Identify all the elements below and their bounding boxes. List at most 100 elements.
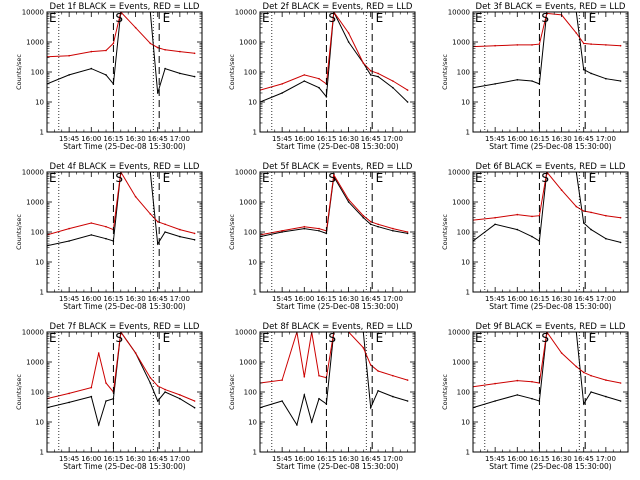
y-tick-label: 1 xyxy=(466,129,470,137)
events-data-point xyxy=(164,231,166,233)
lld-data-point xyxy=(560,352,563,354)
events-data-point xyxy=(347,201,350,203)
x-tick-label: 17:00 xyxy=(383,455,403,463)
lld-data-point xyxy=(179,228,181,231)
event-marker-label: S xyxy=(115,171,123,185)
y-tick-label: 10000 xyxy=(22,329,44,337)
x-tick-label: 16:45 xyxy=(574,455,594,463)
y-tick-label: 1000 xyxy=(26,199,44,207)
events-data-point xyxy=(156,92,159,94)
y-tick-label: 100 xyxy=(244,69,257,77)
x-tick-label: 16:00 xyxy=(294,455,314,463)
lld-data-point xyxy=(605,44,607,46)
lld-data-point xyxy=(531,44,533,46)
lld-data-point xyxy=(575,32,578,34)
events-data-point xyxy=(318,397,320,400)
x-tick-label: 15:45 xyxy=(59,135,79,143)
events-data-point xyxy=(97,424,100,426)
events-data-point xyxy=(90,234,93,236)
x-axis-label: Start Time (25-Dec-08 15:30:00) xyxy=(63,142,185,151)
x-tick-label: 15:45 xyxy=(59,295,79,303)
events-data-point xyxy=(516,79,519,81)
x-tick-label: 16:30 xyxy=(551,455,571,463)
events-data-point xyxy=(149,382,152,384)
lld-data-point xyxy=(179,50,181,53)
x-tick-label: 15:45 xyxy=(485,135,505,143)
x-axis-label: Start Time (25-Dec-08 15:30:00) xyxy=(276,302,398,311)
lld-data-point xyxy=(105,49,107,52)
y-tick-label: 10000 xyxy=(22,169,44,177)
panel-title: Det 9f BLACK = Events, RED = LLD xyxy=(476,322,626,332)
lld-data-point xyxy=(575,205,578,208)
x-tick-label: 16:00 xyxy=(507,135,527,143)
event-marker-label: E xyxy=(475,171,483,185)
events-data-point xyxy=(494,400,496,402)
lld-data-point xyxy=(347,198,350,201)
x-axis-label: Start Time (25-Dec-08 15:30:00) xyxy=(489,302,611,311)
events-data-point xyxy=(605,77,607,80)
panel-title: Det 4f BLACK = Events, RED = LLD xyxy=(50,162,200,172)
lld-data-point xyxy=(149,376,152,379)
lld-data-point xyxy=(582,210,585,212)
lld-data-point xyxy=(156,46,159,49)
y-tick-label: 10 xyxy=(35,419,44,427)
panel-1: Det 1f BLACK = Events, RED = LLD 1 10 100 10… xyxy=(15,2,203,151)
lld-data-point xyxy=(333,174,335,176)
events-data-point xyxy=(179,397,181,400)
y-tick-label: 1000 xyxy=(239,199,257,207)
events-data-point xyxy=(377,225,379,228)
y-tick-label: 10000 xyxy=(235,169,257,177)
x-axis-label: Start Time (25-Dec-08 15:30:00) xyxy=(489,142,611,151)
x-tick-label: 16:30 xyxy=(551,135,571,143)
lld-data-point xyxy=(392,80,394,82)
event-marker-label: S xyxy=(115,331,123,345)
x-tick-label: 17:00 xyxy=(596,455,616,463)
y-tick-label: 100 xyxy=(244,389,257,397)
plot-frame xyxy=(472,171,629,293)
y-tick-label: 100 xyxy=(31,229,44,237)
lld-data-point xyxy=(406,231,409,233)
series-group xyxy=(47,172,196,247)
lld-data-point xyxy=(193,52,196,55)
x-tick-label: 17:00 xyxy=(170,295,190,303)
lld-data-point xyxy=(156,220,159,223)
y-axis-label: Counts/sec xyxy=(441,374,449,410)
event-marker-label: E xyxy=(475,11,483,25)
lld-data-point xyxy=(281,83,283,85)
y-tick-label: 10 xyxy=(35,259,44,267)
events-data-point xyxy=(377,390,379,392)
events-data-point xyxy=(156,400,159,402)
y-tick-label: 10000 xyxy=(448,329,470,337)
event-marker-label: S xyxy=(541,171,549,185)
event-marker-label: S xyxy=(541,331,549,345)
events-data-point xyxy=(619,80,622,82)
x-tick-label: 16:30 xyxy=(551,295,571,303)
events-data-point xyxy=(494,223,496,226)
lld-data-point xyxy=(392,374,394,377)
panel-5: Det 5f BLACK = Events, RED = LLD 1 10 100 10… xyxy=(228,162,416,311)
events-data-point xyxy=(347,41,350,43)
event-marker-label: E xyxy=(163,11,171,25)
events-data-point xyxy=(369,74,372,76)
lld-data-point xyxy=(494,216,496,219)
y-tick-label: 1 xyxy=(466,449,470,457)
lld-data-point xyxy=(605,379,607,381)
events-data-point xyxy=(582,403,585,405)
y-tick-label: 10000 xyxy=(22,9,44,17)
lld-data-point xyxy=(619,382,622,384)
x-axis-label: Start Time (25-Dec-08 15:30:00) xyxy=(489,462,611,471)
lld-data-point xyxy=(531,380,533,383)
lld-series-line xyxy=(260,173,408,236)
lld-data-point xyxy=(369,364,372,366)
events-data-point xyxy=(281,92,283,94)
plot-frame xyxy=(472,11,629,133)
lld-data-point xyxy=(392,227,394,230)
x-tick-label: 16:45 xyxy=(361,135,381,143)
y-tick-label: 1 xyxy=(253,449,257,457)
lld-data-point xyxy=(369,220,372,223)
event-marker-label: S xyxy=(328,331,336,345)
x-tick-label: 16:15 xyxy=(529,135,549,143)
events-data-point xyxy=(303,227,306,230)
lld-data-point xyxy=(582,42,585,45)
